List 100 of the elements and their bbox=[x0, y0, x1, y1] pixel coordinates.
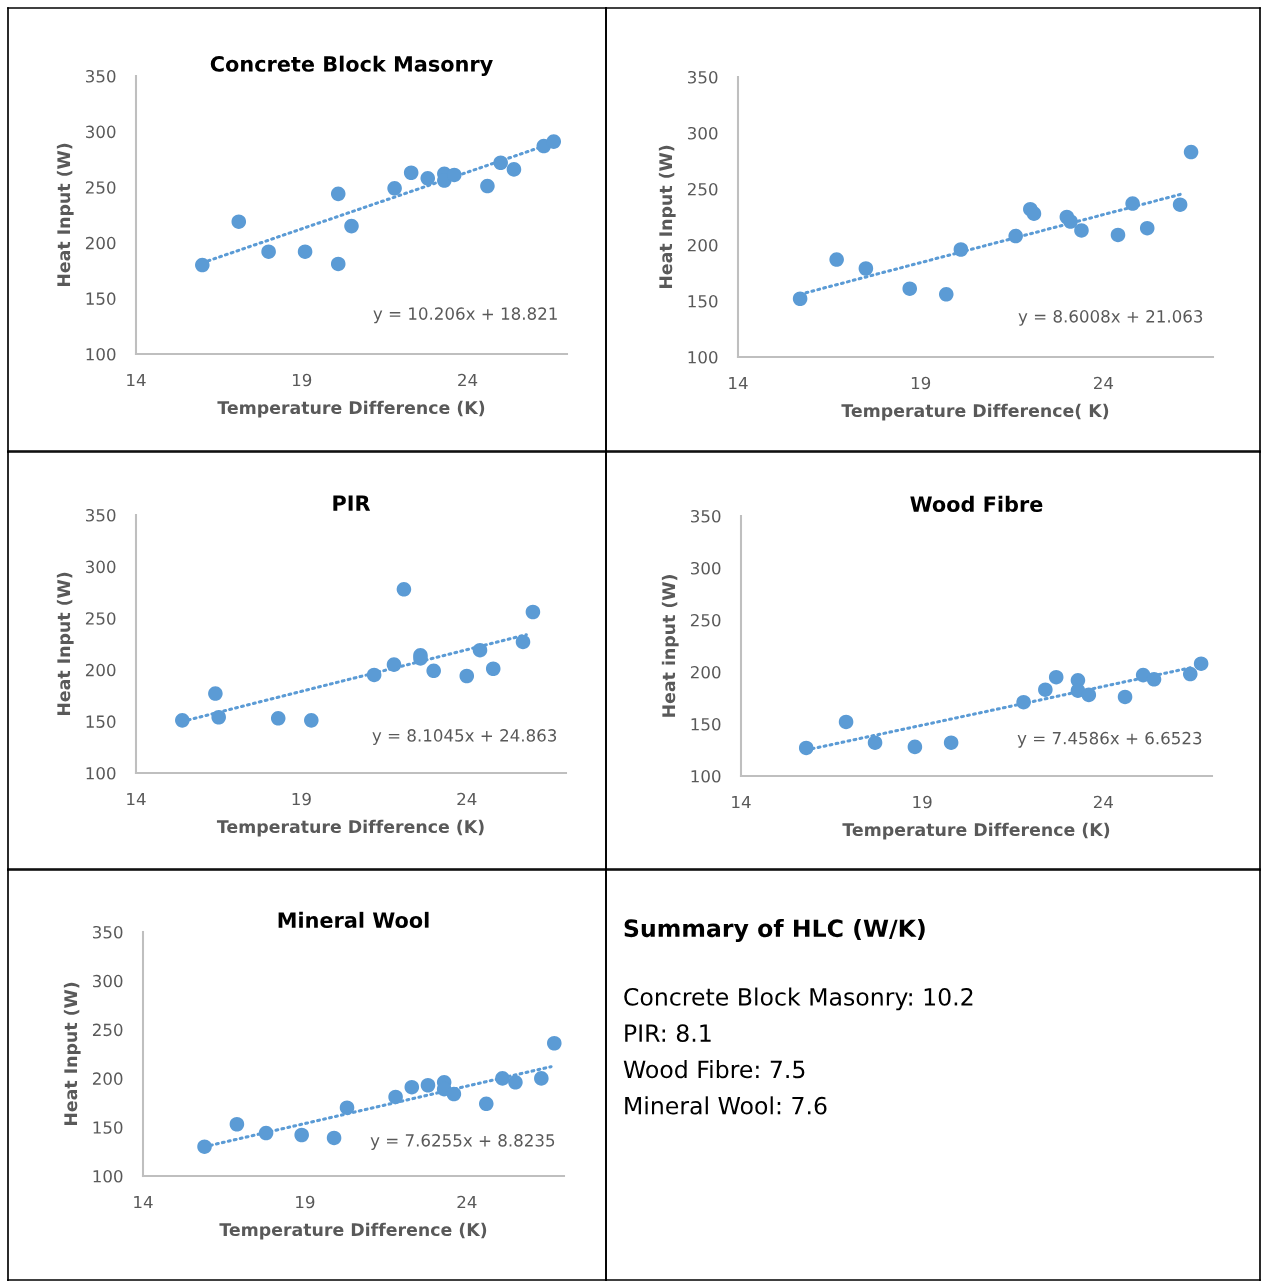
y-tick-label: 200 bbox=[687, 238, 718, 252]
point bbox=[261, 244, 276, 259]
text: Mineral Wool: 7.6 bbox=[625, 1096, 827, 1115]
x-tick-label: 14 bbox=[732, 795, 751, 809]
y-tick-label: 350 bbox=[688, 70, 718, 84]
point bbox=[798, 740, 814, 756]
point bbox=[330, 256, 346, 272]
point bbox=[420, 1077, 436, 1093]
point bbox=[231, 214, 247, 229]
annotation: y = 8.6008x + 21.063 bbox=[1018, 310, 1203, 326]
annotation: y = 8.1045x + 24.863 bbox=[372, 729, 557, 745]
y-tick-label: 150 bbox=[86, 715, 116, 728]
point bbox=[211, 709, 226, 725]
point bbox=[506, 162, 522, 177]
point bbox=[459, 668, 475, 684]
point bbox=[1125, 196, 1140, 211]
y-tick-label: 300 bbox=[691, 561, 721, 575]
y-axis-title: Heat Input (W) bbox=[56, 143, 74, 287]
point bbox=[495, 1071, 510, 1086]
y-tick-label: 150 bbox=[86, 292, 116, 305]
y-tick-label: 200 bbox=[85, 663, 116, 677]
point bbox=[426, 663, 441, 679]
y-tick-label: 100 bbox=[691, 769, 721, 783]
point bbox=[792, 291, 808, 307]
chart-title: Mineral Wool bbox=[278, 911, 429, 928]
point bbox=[1026, 206, 1042, 221]
y-tick-label: 200 bbox=[85, 236, 116, 250]
point bbox=[1048, 669, 1064, 685]
point bbox=[867, 735, 883, 750]
point bbox=[404, 1079, 420, 1095]
point bbox=[508, 1075, 523, 1090]
y-tick-label: 100 bbox=[86, 347, 116, 361]
y-tick-label: 300 bbox=[93, 974, 123, 988]
y-tick-label: 200 bbox=[690, 665, 721, 679]
x-tick-label: 24 bbox=[1093, 795, 1113, 809]
x-axis-title: Temperature Difference (K) bbox=[842, 822, 1110, 840]
point bbox=[304, 713, 319, 728]
chart-title: PIR bbox=[333, 495, 371, 511]
point bbox=[943, 735, 959, 750]
x-axis-title: Temperature Difference (K) bbox=[217, 400, 485, 418]
y-axis-title: Heat Input (W) bbox=[63, 982, 81, 1126]
point bbox=[546, 134, 562, 149]
point bbox=[1110, 227, 1126, 243]
point bbox=[446, 1086, 462, 1102]
y-tick-label: 300 bbox=[86, 125, 116, 139]
x-tick-label: 19 bbox=[292, 792, 311, 806]
x-axis-title: Temperature Difference( K) bbox=[841, 403, 1109, 421]
y-axis-title: Heat Input (W) bbox=[56, 572, 74, 716]
point bbox=[339, 1100, 355, 1115]
point bbox=[1063, 214, 1078, 229]
point bbox=[525, 604, 541, 620]
point bbox=[197, 1139, 212, 1154]
point bbox=[403, 165, 419, 181]
y-tick-label: 300 bbox=[688, 126, 718, 140]
point bbox=[829, 252, 844, 267]
point bbox=[838, 714, 854, 730]
x-tick-label: 24 bbox=[1094, 376, 1114, 390]
point bbox=[1146, 672, 1162, 687]
x-tick-label: 14 bbox=[127, 792, 146, 806]
text: Wood Fibre: 7.5 bbox=[623, 1060, 805, 1079]
y-tick-label: 250 bbox=[85, 181, 116, 194]
point bbox=[1008, 228, 1023, 244]
x-tick-label: 19 bbox=[911, 376, 931, 390]
annotation: y = 10.206x + 18.821 bbox=[373, 307, 557, 324]
point bbox=[1081, 687, 1097, 703]
point bbox=[387, 181, 402, 196]
x-tick-label: 24 bbox=[457, 792, 477, 806]
x-tick-label: 14 bbox=[134, 1195, 153, 1209]
point bbox=[1183, 144, 1199, 160]
y-axis-title: Heat Input (W) bbox=[658, 145, 676, 289]
point bbox=[344, 218, 359, 234]
point bbox=[902, 281, 918, 296]
point bbox=[938, 287, 954, 302]
point bbox=[515, 634, 531, 650]
point bbox=[396, 582, 412, 597]
text: Concrete Block Masonry: 10.2 bbox=[624, 987, 973, 1011]
y-tick-label: 250 bbox=[687, 182, 718, 196]
point bbox=[294, 1127, 309, 1143]
point bbox=[258, 1125, 274, 1141]
y-tick-label: 300 bbox=[86, 560, 116, 574]
point bbox=[1172, 197, 1188, 212]
y-tick-label: 350 bbox=[86, 69, 116, 83]
point bbox=[366, 667, 382, 683]
point bbox=[326, 1130, 342, 1146]
y-tick-label: 350 bbox=[93, 925, 123, 939]
point bbox=[229, 1116, 245, 1132]
point bbox=[420, 171, 436, 186]
text: Summary of HLC (W/K) bbox=[624, 918, 925, 942]
y-tick-label: 150 bbox=[691, 717, 721, 731]
x-axis-title: Temperature Difference (K) bbox=[219, 1222, 487, 1240]
point bbox=[388, 1089, 403, 1105]
point bbox=[480, 178, 495, 194]
point bbox=[1074, 223, 1089, 238]
point bbox=[478, 1096, 494, 1112]
x-tick-label: 14 bbox=[127, 373, 146, 387]
x-axis-title: Temperature Difference (K) bbox=[216, 819, 484, 837]
point bbox=[208, 686, 223, 701]
point bbox=[1182, 666, 1198, 682]
y-tick-label: 350 bbox=[691, 509, 721, 523]
point bbox=[195, 257, 210, 273]
